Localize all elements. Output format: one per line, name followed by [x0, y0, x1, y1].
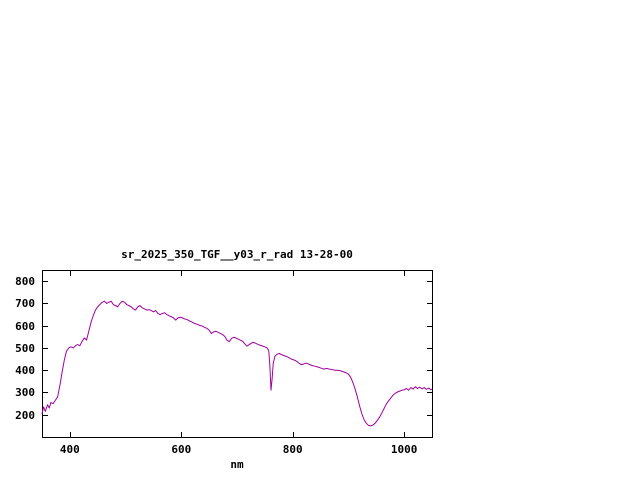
spectrum-line — [41, 300, 433, 427]
plot-border — [42, 270, 433, 438]
x-tick-label: 1000 — [390, 443, 418, 456]
x-tick-label: 400 — [59, 443, 80, 456]
y-tick-label: 700 — [15, 297, 35, 311]
chart-title: sr_2025_350_TGF__y03_r_rad 13-28-00 — [121, 248, 353, 261]
y-tick-label: 400 — [15, 364, 35, 378]
y-tick-label: 500 — [15, 341, 35, 355]
y-tick-label: 800 — [15, 275, 35, 289]
y-tick-label: 300 — [15, 386, 35, 400]
x-tick-label: 800 — [282, 443, 303, 456]
x-axis-label: nm — [230, 458, 244, 471]
x-tick-label: 600 — [171, 443, 192, 456]
y-tick-label: 200 — [15, 408, 35, 422]
y-tick-label: 600 — [15, 319, 35, 333]
